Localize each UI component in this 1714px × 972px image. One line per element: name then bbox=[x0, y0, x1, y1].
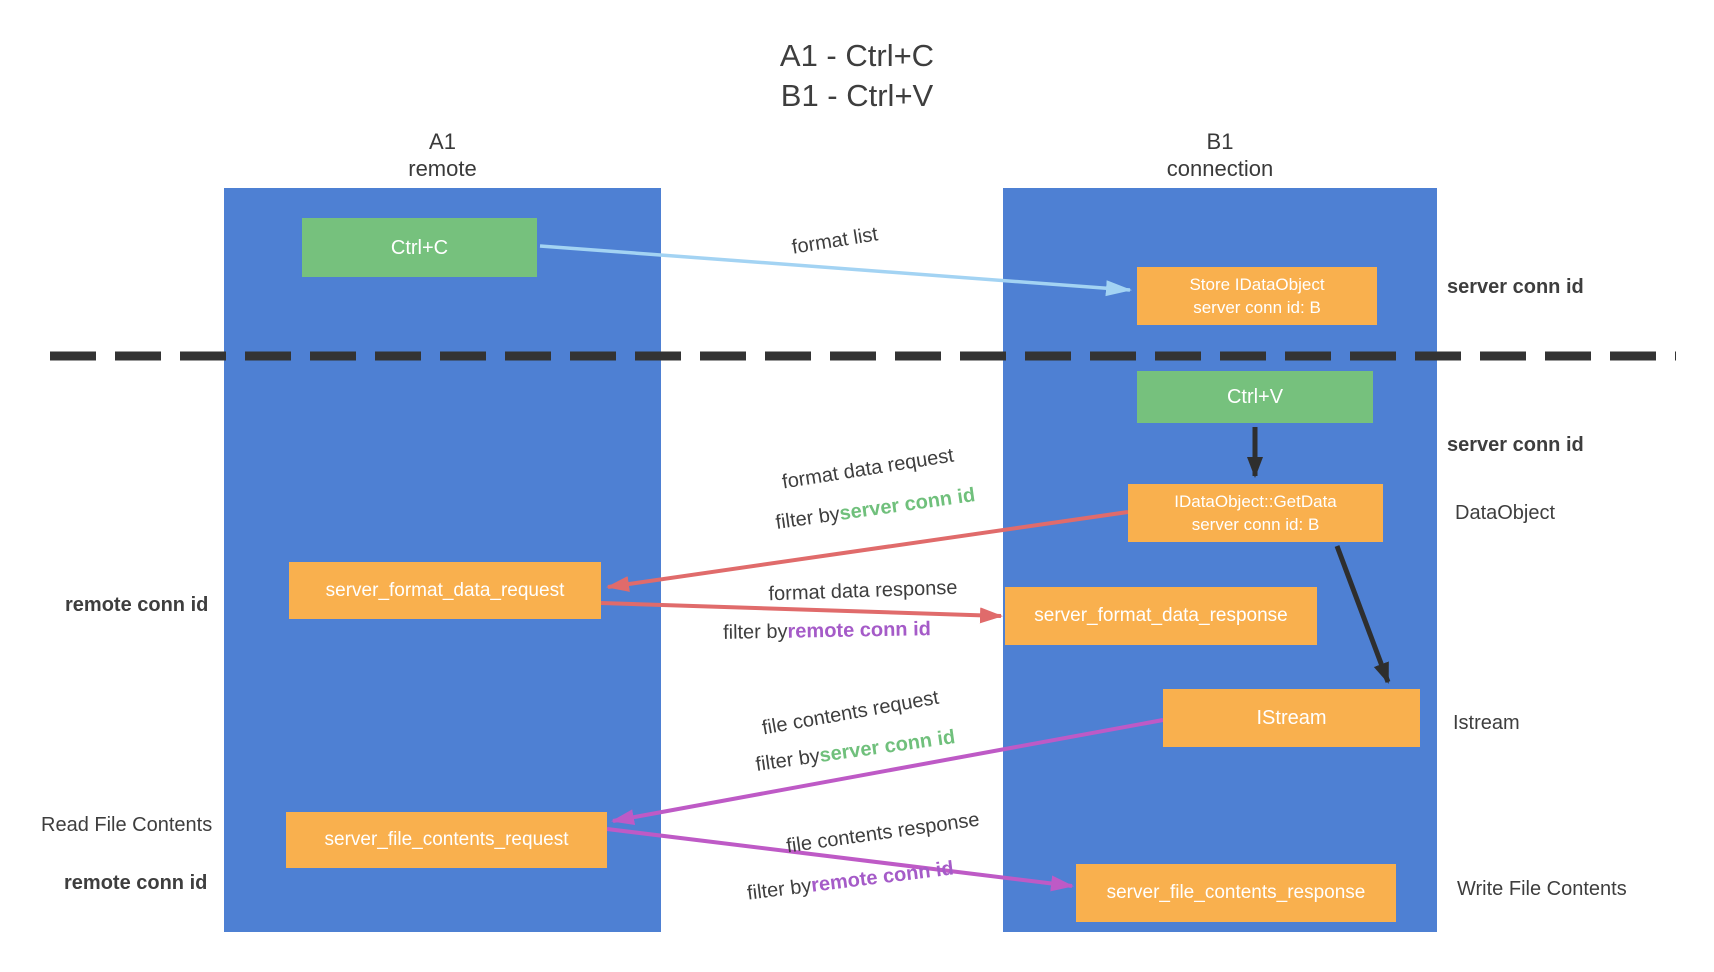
label-remote-conn-id-left-2: remote conn id bbox=[64, 872, 208, 894]
node-ctrl-c-label: Ctrl+C bbox=[390, 236, 449, 259]
label-file-contents-response: file contents response bbox=[785, 808, 981, 858]
label-remote-conn-id-left-1: remote conn id bbox=[65, 594, 209, 616]
filter-by-text: filter by bbox=[754, 745, 822, 776]
title-line-2: B1 - Ctrl+V bbox=[780, 78, 934, 113]
node-server-file-contents-request: server_file_contents_request bbox=[286, 812, 607, 868]
node-store-idataobject: Store IDataObject server conn id: B bbox=[1137, 267, 1377, 325]
remote-conn-id-text: remote conn id bbox=[809, 857, 955, 897]
node-store-idataobject-line1: Store IDataObject bbox=[1189, 275, 1325, 294]
column-a1-title: A1 bbox=[429, 129, 456, 154]
filter-by-text: filter by bbox=[722, 620, 788, 644]
column-a1-header: A1 remote bbox=[224, 128, 661, 182]
label-format-list: format list bbox=[790, 223, 880, 259]
node-getdata: IDataObject::GetData server conn id: B bbox=[1128, 484, 1383, 542]
label-format-data-response: format data response bbox=[768, 576, 958, 606]
node-server-format-data-response: server_format_data_response bbox=[1005, 587, 1317, 645]
label-read-file-contents: Read File Contents bbox=[41, 814, 213, 836]
column-b1-title: B1 bbox=[1206, 129, 1234, 154]
title-line-1: A1 - Ctrl+C bbox=[779, 38, 935, 73]
node-getdata-line2: server conn id: B bbox=[1191, 515, 1320, 534]
node-getdata-line1: IDataObject::GetData bbox=[1174, 492, 1337, 511]
diagram-title: A1 - Ctrl+C B1 - Ctrl+V bbox=[0, 36, 1714, 116]
node-istream: IStream bbox=[1163, 689, 1420, 747]
filter-by-text: filter by bbox=[774, 503, 842, 534]
column-b1-subtitle: connection bbox=[1166, 156, 1274, 181]
filter-by-text: filter by bbox=[745, 874, 813, 905]
label-filter-by-remote-conn-id-1: filter byremote conn id bbox=[712, 618, 942, 645]
node-istream-label: IStream bbox=[1256, 707, 1327, 729]
label-filter-by-remote-conn-id-2: filter byremote conn id bbox=[732, 856, 968, 907]
remote-conn-id-text: remote conn id bbox=[787, 618, 932, 643]
label-write-file-contents: Write File Contents bbox=[1457, 878, 1627, 900]
column-b1-header: B1 connection bbox=[1003, 128, 1437, 182]
column-a1-subtitle: remote bbox=[408, 156, 477, 181]
label-istream-right: Istream bbox=[1453, 712, 1520, 734]
label-server-conn-id-right-1: server conn id bbox=[1447, 276, 1584, 298]
node-ctrl-v: Ctrl+V bbox=[1137, 371, 1373, 423]
lane-a1-remote bbox=[224, 188, 661, 932]
node-server-file-contents-response: server_file_contents_response bbox=[1076, 864, 1396, 922]
server-conn-id-text: server conn id bbox=[838, 484, 977, 525]
node-server-format-data-response-label: server_format_data_response bbox=[1034, 605, 1288, 626]
server-conn-id-text: server conn id bbox=[818, 726, 957, 767]
node-ctrl-c: Ctrl+C bbox=[302, 218, 537, 277]
node-server-file-contents-response-label: server_file_contents_response bbox=[1106, 882, 1366, 903]
node-server-format-data-request-label: server_format_data_request bbox=[325, 579, 565, 601]
node-server-file-contents-request-label: server_file_contents_request bbox=[324, 829, 569, 850]
node-ctrl-v-label: Ctrl+V bbox=[1226, 386, 1284, 408]
node-store-idataobject-line2: server conn id: B bbox=[1193, 298, 1321, 317]
node-server-format-data-request: server_format_data_request bbox=[289, 562, 601, 619]
label-server-conn-id-right-2: server conn id bbox=[1447, 434, 1584, 456]
label-dataobject: DataObject bbox=[1455, 502, 1556, 524]
